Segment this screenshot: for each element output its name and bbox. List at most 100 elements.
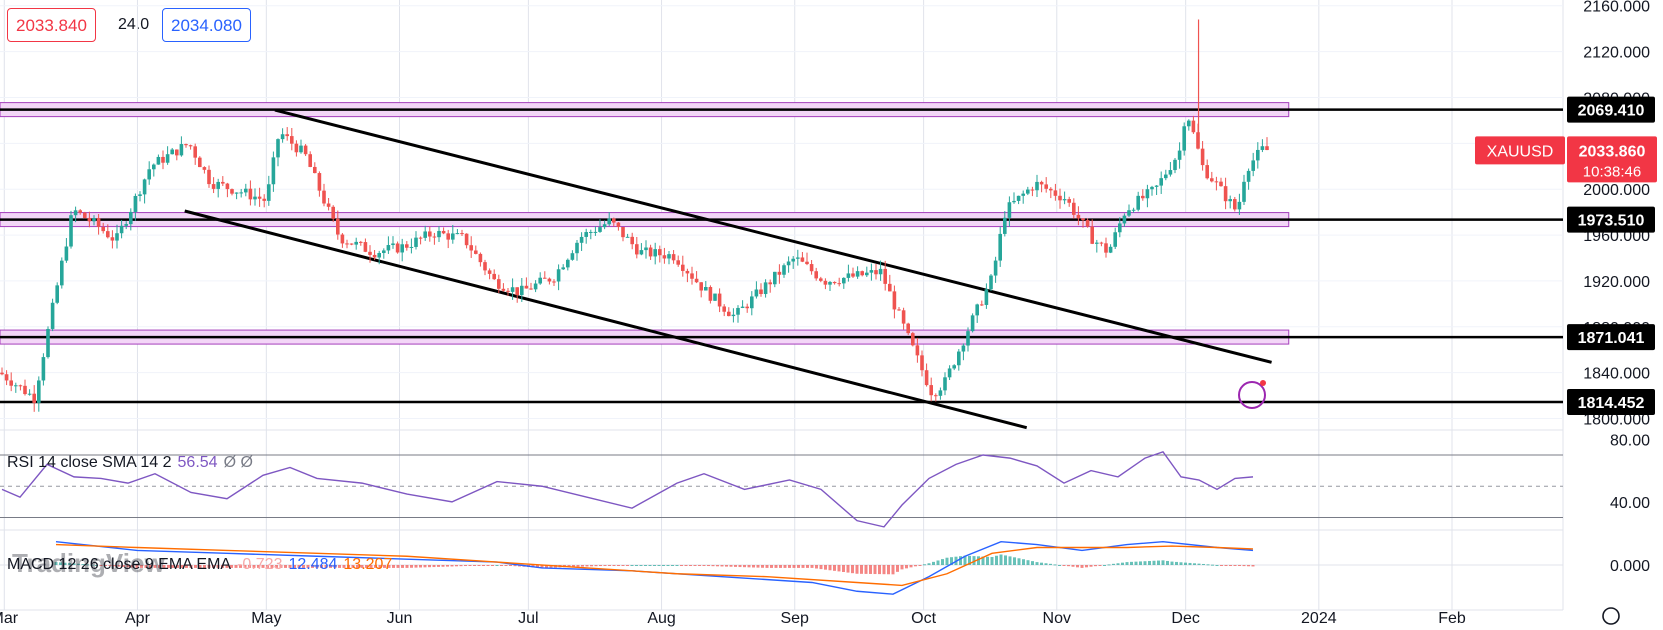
candle-body xyxy=(625,236,630,238)
macd-histogram-bar xyxy=(972,556,976,565)
candle-body xyxy=(469,245,473,251)
macd-histogram-bar xyxy=(968,555,971,565)
candle-body xyxy=(225,183,230,190)
macd-histogram-bar xyxy=(747,565,751,568)
candle-body xyxy=(947,368,952,378)
macd-histogram-bar xyxy=(639,565,643,566)
candle-body xyxy=(552,281,556,283)
candle-body xyxy=(970,315,975,332)
candle-body xyxy=(878,268,883,275)
candle-body xyxy=(1205,165,1209,179)
macd-histogram-bar xyxy=(977,556,980,565)
macd-histogram-bar xyxy=(140,565,143,568)
macd-histogram-bar xyxy=(1121,562,1124,565)
candle-body xyxy=(556,269,561,282)
candle-body xyxy=(1030,189,1035,191)
macd-histogram-bar xyxy=(761,565,764,568)
macd-histogram-bar xyxy=(644,565,647,566)
macd-histogram-bar xyxy=(914,565,917,567)
candle-body xyxy=(414,237,418,247)
macd-histogram-bar xyxy=(716,565,719,567)
candle-body xyxy=(612,218,616,223)
macd-histogram-bar xyxy=(216,565,220,568)
x-tick-label: Mar xyxy=(0,610,19,627)
macd-histogram-bar xyxy=(540,565,544,568)
macd-histogram-bar xyxy=(1125,562,1129,565)
level-price-label: 1973.510 xyxy=(1578,213,1645,230)
candle-body xyxy=(299,145,303,153)
macd-histogram-bar xyxy=(1229,565,1232,566)
macd-histogram-bar xyxy=(648,565,652,566)
macd-histogram-bar xyxy=(657,565,661,566)
candle-body xyxy=(1164,174,1168,179)
symbol-badge xyxy=(1475,136,1565,165)
candle-body xyxy=(943,377,947,391)
candle-body xyxy=(1104,243,1108,253)
macd-histogram-bar xyxy=(185,565,188,568)
candle-body xyxy=(635,244,639,255)
macd-histogram-bar xyxy=(113,565,116,567)
candle-body xyxy=(331,206,335,219)
rsi-tick-label: 80.00 xyxy=(1610,432,1650,449)
macd-histogram-bar xyxy=(1197,563,1201,565)
candle-body xyxy=(598,227,602,232)
macd-histogram-bar xyxy=(743,565,746,568)
macd-histogram-bar xyxy=(756,565,760,568)
candle-body xyxy=(874,270,878,275)
candle-body xyxy=(768,282,772,285)
candle-body xyxy=(14,385,18,387)
candle-body xyxy=(593,231,598,233)
candle-body xyxy=(4,374,9,381)
macd-histogram-bar xyxy=(383,565,386,568)
macd-legend[interactable]: MACD 12 26 close 9 EMA EMA -0.723 12.484 13… xyxy=(7,556,392,574)
candle-body xyxy=(326,203,331,207)
candle-body xyxy=(345,243,349,245)
countdown-label: 10:38:46 xyxy=(1583,163,1641,180)
level-price-badge xyxy=(1567,388,1655,415)
macd-histogram-bar xyxy=(387,565,391,568)
candle-body xyxy=(888,283,892,292)
ask-price-box[interactable]: 2033.840 xyxy=(7,8,96,42)
macd-histogram-bar xyxy=(401,565,404,568)
candle-body xyxy=(800,257,805,262)
macd-histogram-bar xyxy=(491,565,494,566)
candle-body xyxy=(216,181,220,189)
candle-body xyxy=(18,385,23,387)
macd-histogram-bar xyxy=(707,565,710,567)
macd-histogram-bar xyxy=(536,565,539,568)
candle-body xyxy=(115,233,119,241)
macd-histogram-bar xyxy=(1202,563,1205,565)
macd-histogram-bar xyxy=(1008,556,1012,565)
macd-histogram-bar xyxy=(1085,565,1088,568)
candle-body xyxy=(290,136,294,144)
macd-histogram-bar xyxy=(864,565,868,574)
candle-body xyxy=(915,345,920,356)
macd-histogram-bar xyxy=(1184,562,1187,565)
x-tick-label: Jun xyxy=(387,610,413,627)
macd-histogram-bar xyxy=(666,565,670,566)
rsi-legend[interactable]: RSI 14 close SMA 14 2 56.54 Ø Ø xyxy=(7,454,253,472)
macd-histogram-bar xyxy=(572,565,575,567)
lightning-icon xyxy=(1238,381,1266,409)
macd-histogram-bar xyxy=(1175,561,1178,565)
macd-histogram-bar xyxy=(1215,565,1219,566)
macd-histogram-bar xyxy=(473,565,476,566)
macd-histogram-bar xyxy=(1112,563,1115,565)
candle-body xyxy=(55,285,59,303)
macd-histogram-bar xyxy=(1179,562,1183,565)
candle-body xyxy=(239,192,243,194)
bid-price-box[interactable]: 2034.080 xyxy=(162,8,251,42)
macd-histogram-bar xyxy=(693,565,697,566)
candle-body xyxy=(96,218,101,227)
candle-body xyxy=(27,393,32,395)
macd-histogram-bar xyxy=(302,565,305,568)
candle-body xyxy=(165,154,170,163)
macd-histogram-bar xyxy=(351,565,355,568)
candle-body xyxy=(653,249,657,257)
candle-body xyxy=(506,290,510,292)
candle-body xyxy=(428,231,432,237)
candle-body xyxy=(538,277,542,284)
macd-tick-label: 0.000 xyxy=(1610,558,1650,575)
settings-gear-icon[interactable] xyxy=(1602,607,1620,625)
